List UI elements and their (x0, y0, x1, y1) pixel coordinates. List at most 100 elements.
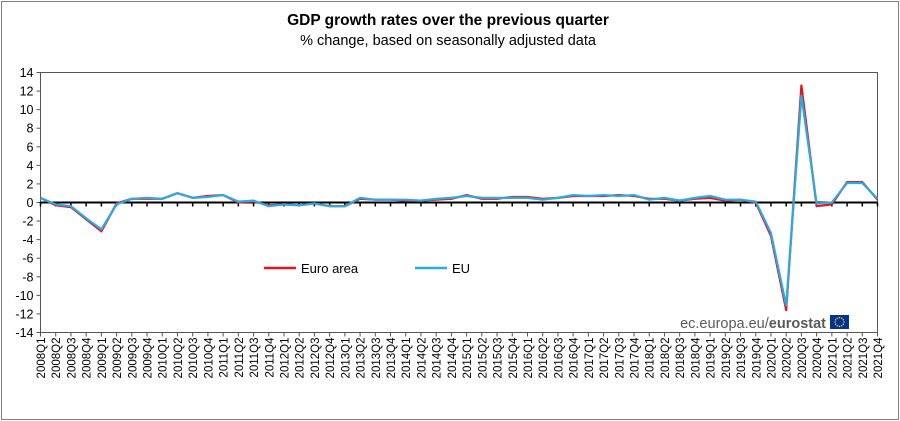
x-tick-label: 2012Q2 (295, 338, 307, 379)
x-tick-label: 2018Q3 (675, 338, 687, 379)
x-tick-label: 2018Q1 (645, 338, 657, 379)
x-tick-label: 2017Q1 (584, 338, 596, 379)
y-tick-label: 2 (27, 177, 34, 191)
x-tick-label: 2008Q1 (36, 338, 48, 379)
x-tick-label: 2010Q1 (158, 338, 170, 379)
eu-star (842, 323, 845, 325)
x-tick-label: 2017Q2 (599, 338, 611, 379)
y-tick-label: -12 (15, 307, 33, 321)
x-tick-label: 2015Q1 (462, 338, 474, 379)
series-line-eu (40, 94, 879, 307)
x-tick-label: 2015Q4 (508, 337, 520, 379)
x-tick-label: 2021Q4 (873, 337, 885, 379)
x-axis: 2008Q1 2008Q2 2008Q3 2008Q4 2009Q1 2009Q2 2009… (36, 332, 885, 379)
x-tick-label: 2021Q3 (858, 338, 870, 379)
y-tick-label: -2 (22, 215, 33, 229)
x-tick-label: 2019Q1 (706, 338, 718, 379)
x-tick-label: 2013Q2 (356, 338, 368, 379)
eu-stars-icon (834, 316, 845, 328)
x-tick-label: 2014Q1 (401, 338, 413, 379)
x-tick-label: 2018Q2 (660, 338, 672, 379)
x-tick-label: 2012Q1 (279, 338, 291, 379)
y-tick-label: -10 (15, 289, 33, 303)
chart-subtitle: % change, based on seasonally adjusted d… (300, 33, 597, 49)
x-tick-label: 2010Q2 (173, 338, 185, 379)
eurostat-branding: ec.europa.eu/eurostat (680, 315, 849, 332)
x-tick-label: 2019Q4 (751, 337, 763, 379)
y-tick-label: 14 (20, 66, 34, 80)
x-tick-label: 2016Q2 (538, 338, 550, 379)
x-tick-label: 2020Q1 (766, 338, 778, 379)
x-tick-label: 2014Q2 (416, 338, 428, 379)
x-tick-label: 2010Q3 (188, 338, 200, 379)
x-tick-label: 2020Q4 (812, 337, 824, 379)
x-tick-label: 2009Q4 (143, 337, 155, 379)
x-tick-label: 2020Q3 (797, 338, 809, 379)
x-tick-label: 2019Q3 (736, 338, 748, 379)
eu-star (840, 325, 843, 327)
x-tick-label: 2021Q1 (827, 338, 839, 379)
eu-star (836, 325, 839, 327)
x-tick-label: 2015Q2 (477, 338, 489, 379)
x-tick-label: 2021Q2 (843, 338, 855, 379)
source-site: ec.europa.eu/ (680, 316, 770, 332)
x-tick-label: 2012Q4 (325, 337, 337, 379)
x-tick-label: 2013Q3 (371, 338, 383, 379)
y-tick-label: 6 (27, 140, 34, 154)
eu-star (834, 323, 837, 325)
x-tick-label: 2013Q1 (340, 338, 352, 379)
eu-star (842, 319, 845, 321)
eu-star (836, 317, 839, 319)
source-logo-text: ec.europa.eu/eurostat (680, 316, 826, 332)
eu-star (843, 321, 845, 323)
y-tick-label: 12 (20, 85, 34, 99)
x-tick-label: 2014Q3 (432, 338, 444, 379)
x-tick-label: 2014Q4 (447, 337, 459, 379)
x-tick-label: 2009Q1 (97, 338, 109, 379)
x-tick-label: 2016Q3 (553, 338, 565, 379)
x-tick-label: 2011Q1 (219, 338, 231, 378)
y-tick-label: 10 (20, 103, 34, 117)
y-tick-label: 8 (27, 122, 34, 136)
x-tick-label: 2017Q3 (614, 338, 626, 379)
x-tick-label: 2008Q3 (66, 338, 78, 379)
legend-label-euro-area: Euro area (301, 261, 359, 276)
eu-star (838, 316, 841, 319)
x-tick-label: 2017Q4 (630, 337, 642, 379)
x-tick-label: 2015Q3 (493, 338, 505, 379)
x-tick-label: 2016Q1 (523, 338, 535, 379)
eu-flag-icon (830, 315, 849, 329)
y-tick-label: 0 (27, 196, 34, 210)
x-tick-label: 2016Q4 (569, 337, 581, 379)
x-tick-label: 2010Q4 (203, 337, 215, 379)
y-tick-label: -4 (22, 233, 33, 247)
y-tick-label: 4 (27, 159, 34, 173)
zero-baseline (39, 201, 879, 207)
y-axis: 14 12 10 8 6 4 2 0 -2 -4 -6 -8 -10 -12 -14 (15, 66, 41, 340)
x-tick-label: 2018Q4 (690, 337, 702, 379)
x-tick-label: 2019Q2 (721, 338, 733, 379)
x-tick-label: 2009Q3 (127, 338, 139, 379)
eu-star (834, 321, 836, 323)
x-tick-label: 2011Q2 (234, 338, 246, 378)
legend: Euro area EU (264, 261, 470, 276)
x-tick-label: 2020Q2 (782, 338, 794, 379)
eu-star (834, 319, 837, 321)
y-tick-label: -6 (22, 252, 33, 266)
legend-label-eu: EU (452, 261, 470, 276)
x-tick-label: 2011Q3 (249, 338, 261, 378)
series-layer (40, 84, 879, 312)
eu-star (840, 317, 843, 319)
y-tick-label: -8 (22, 270, 33, 284)
x-tick-label: 2008Q2 (51, 338, 63, 379)
x-tick-label: 2008Q4 (82, 337, 94, 379)
source-name: eurostat (769, 316, 826, 332)
x-tick-label: 2009Q2 (112, 338, 124, 379)
chart-title: GDP growth rates over the previous quart… (287, 12, 609, 29)
eu-star (838, 325, 841, 328)
x-tick-label: 2013Q4 (386, 337, 398, 379)
y-tick-label: -14 (15, 326, 33, 340)
x-tick-label: 2012Q3 (310, 338, 322, 379)
